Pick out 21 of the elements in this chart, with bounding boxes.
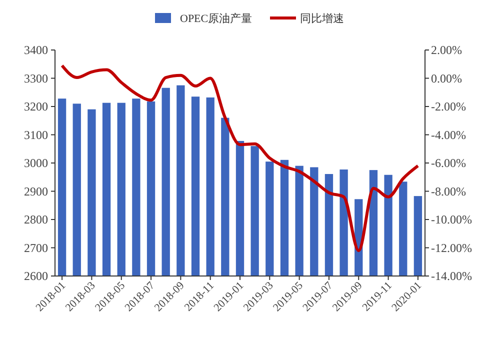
y-tick-label: 2900 xyxy=(24,184,48,198)
legend-label: OPEC原油产量 xyxy=(180,12,252,25)
y2-tick-label: -8.00% xyxy=(431,184,466,198)
y-tick-label: 3400 xyxy=(24,43,48,58)
y2-tick-label: 0.00% xyxy=(431,71,462,86)
y-tick-label: 3300 xyxy=(24,71,48,86)
y-tick-label: 2700 xyxy=(24,240,48,255)
y2-tick-label: 2.00% xyxy=(431,43,462,58)
y-tick-label: 3200 xyxy=(24,100,48,114)
y-tick-label: 2600 xyxy=(24,269,48,284)
y2-tick-label: -14.00% xyxy=(431,269,472,284)
line-series xyxy=(60,64,420,252)
y2-tick-label: -10.00% xyxy=(431,212,472,227)
y-tick-label: 2800 xyxy=(24,212,48,227)
y2-tick-label: -12.00% xyxy=(431,240,472,255)
legend-label: 同比增速 xyxy=(300,12,344,25)
y2-tick-label: -4.00% xyxy=(431,128,466,142)
y-tick-label: 3000 xyxy=(24,156,48,170)
y2-tick-label: -6.00% xyxy=(431,156,466,170)
y-tick-label: 3100 xyxy=(24,128,48,142)
y2-tick-label: -2.00% xyxy=(431,100,466,114)
